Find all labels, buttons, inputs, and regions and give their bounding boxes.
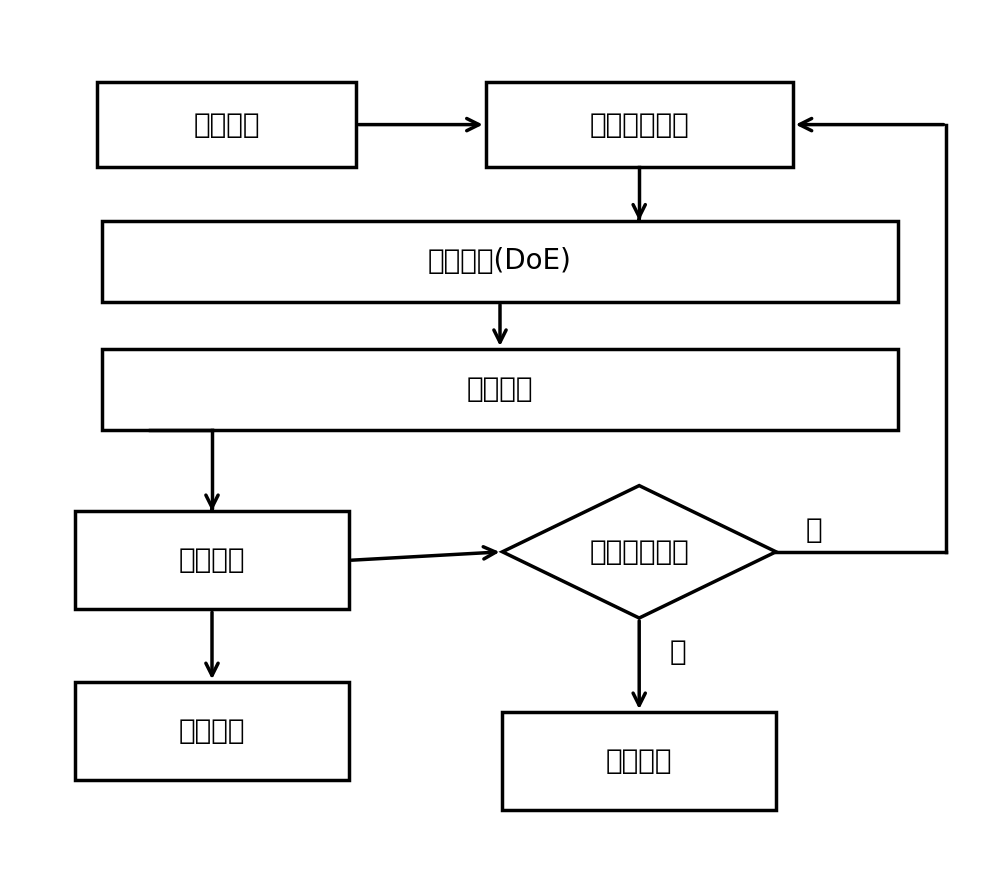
Text: 优化结果: 优化结果 — [606, 747, 672, 775]
Text: 否: 否 — [806, 516, 823, 545]
FancyBboxPatch shape — [486, 82, 793, 167]
FancyBboxPatch shape — [75, 682, 349, 781]
FancyBboxPatch shape — [102, 349, 898, 430]
Text: 寻优算法: 寻优算法 — [179, 717, 245, 745]
Text: 试验设计(DoE): 试验设计(DoE) — [428, 247, 572, 275]
FancyBboxPatch shape — [97, 82, 356, 167]
Polygon shape — [502, 486, 776, 618]
FancyBboxPatch shape — [102, 221, 898, 302]
Text: 是否满足条件: 是否满足条件 — [589, 538, 689, 566]
Text: 问题定义: 问题定义 — [193, 110, 260, 139]
Text: 优化空间选取: 优化空间选取 — [589, 110, 689, 139]
FancyBboxPatch shape — [502, 712, 776, 810]
Text: 代理模型: 代理模型 — [179, 546, 245, 574]
Text: 数值计算: 数值计算 — [467, 376, 533, 403]
Text: 是: 是 — [669, 638, 686, 667]
FancyBboxPatch shape — [75, 511, 349, 610]
